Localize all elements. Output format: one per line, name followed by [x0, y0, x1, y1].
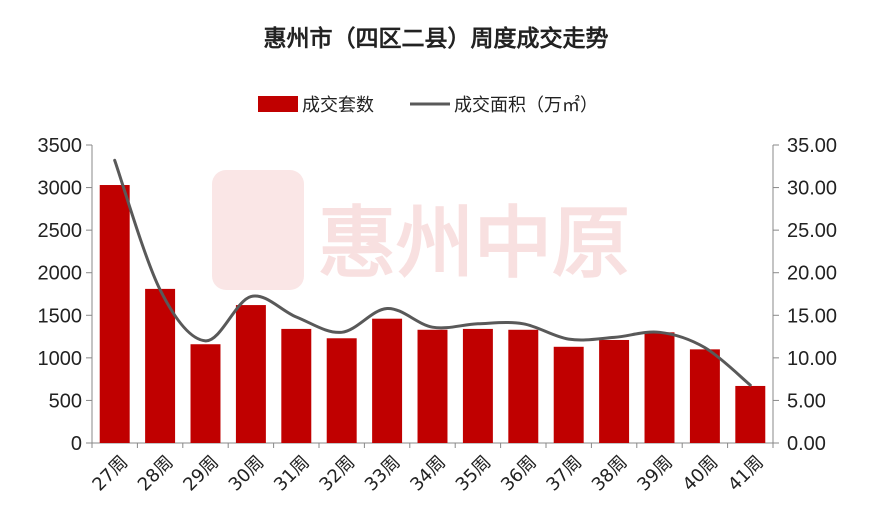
- x-ticks: 27周 28周 29周 30周 31周 32周 33周 34周 35周 36周 37周 38周 39周 4…: [88, 443, 774, 496]
- legend: 成交套数 成交面积（万㎡）: [258, 94, 598, 116]
- x-tick-label: 38周: [588, 452, 632, 496]
- chart-title: 惠州市（四区二县）周度成交走势: [264, 25, 609, 52]
- x-tick-label: 34周: [406, 452, 450, 496]
- x-tick-label: 31周: [270, 452, 314, 496]
- left-ticks: 0 500 1000 1500 2000 2500 3000 3500: [38, 135, 92, 455]
- bars: [99, 185, 766, 443]
- bar: [190, 344, 221, 443]
- left-tick-label: 2000: [38, 263, 83, 285]
- x-tick-label: 40周: [679, 452, 723, 496]
- watermark-text: 惠州中原: [318, 199, 630, 289]
- left-tick-label: 1000: [38, 348, 83, 370]
- left-tick-label: 2500: [38, 220, 83, 242]
- right-tick-label: 0.00: [787, 433, 826, 455]
- x-tick-label: 35周: [452, 452, 496, 496]
- left-tick-label: 3000: [38, 178, 83, 200]
- bar: [145, 288, 176, 443]
- bar: [644, 332, 675, 443]
- x-tick-label: 36周: [497, 452, 541, 496]
- x-tick-label: 41周: [724, 452, 768, 496]
- bar: [599, 339, 630, 443]
- bar: [462, 328, 493, 443]
- right-tick-label: 25.00: [787, 220, 837, 242]
- legend-bar-swatch: [258, 96, 298, 112]
- bar: [417, 329, 448, 443]
- right-tick-label: 10.00: [787, 348, 837, 370]
- bar: [508, 329, 539, 443]
- bar: [99, 185, 130, 443]
- x-tick-label: 32周: [315, 452, 359, 496]
- x-tick-label: 39周: [633, 452, 677, 496]
- right-tick-label: 5.00: [787, 390, 826, 412]
- x-tick-label: 27周: [88, 452, 132, 496]
- bar: [553, 346, 584, 443]
- x-tick-label: 29周: [179, 452, 223, 496]
- left-tick-label: 500: [49, 390, 82, 412]
- bar: [235, 305, 266, 443]
- bar: [372, 318, 403, 443]
- right-tick-label: 15.00: [787, 305, 837, 327]
- bar: [735, 385, 766, 443]
- bar: [326, 338, 357, 443]
- watermark: 惠州中原: [212, 170, 630, 290]
- area-line: [113, 158, 752, 387]
- left-tick-label: 1500: [38, 305, 83, 327]
- right-tick-label: 35.00: [787, 135, 837, 157]
- legend-line-label: 成交面积（万㎡）: [454, 94, 598, 116]
- line-layer: [113, 158, 752, 387]
- x-tick-label: 33周: [361, 452, 405, 496]
- x-tick-label: 28周: [134, 452, 178, 496]
- legend-bar-label: 成交套数: [302, 95, 374, 116]
- bar: [281, 328, 312, 443]
- watermark-logo-icon: [212, 170, 304, 290]
- x-tick-label: 37周: [542, 452, 586, 496]
- right-tick-label: 20.00: [787, 263, 837, 285]
- right-ticks: 0.00 5.00 10.00 15.00 20.00 25.00 30.00 35.00: [773, 135, 837, 455]
- bar: [689, 349, 720, 443]
- left-tick-label: 3500: [38, 135, 83, 157]
- left-tick-label: 0: [71, 433, 82, 455]
- right-tick-label: 30.00: [787, 178, 837, 200]
- x-tick-label: 30周: [225, 452, 269, 496]
